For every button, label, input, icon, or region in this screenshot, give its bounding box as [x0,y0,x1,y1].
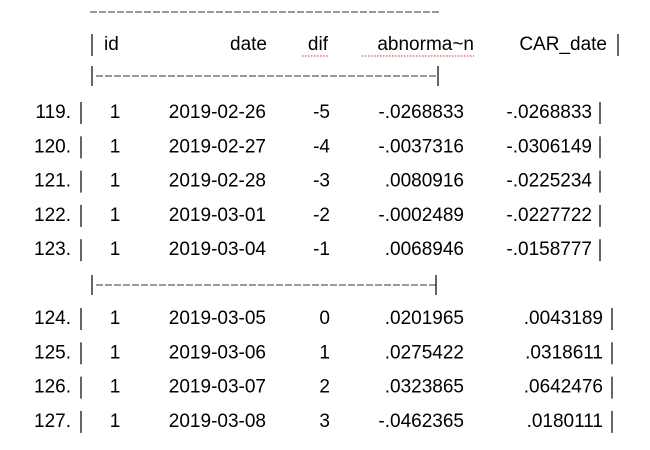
cell: 1 [110,411,121,432]
cell: 2019-03-05 [169,308,266,329]
cell: -4 [313,136,330,157]
row-number: 123. [34,239,71,260]
cell: 1 [110,136,121,157]
cell: -.0462365 [378,411,464,432]
row-number: 120. [34,136,71,157]
cell: 3 [319,411,330,432]
cell: 2019-02-27 [169,136,266,157]
cell: 2019-02-26 [169,102,266,123]
cell: 1 [110,377,121,398]
cell: -.0268833 [506,102,592,123]
cell: 0 [319,308,330,329]
cell: .0201965 [385,308,464,329]
row-number: 119. [35,102,71,123]
cell: -.0037316 [378,136,464,157]
column-header: abnorma~n [377,34,474,55]
cell: .0275422 [385,342,464,363]
cell: .0318611 [525,342,603,363]
cell: 1 [110,102,121,123]
cell: -.0002489 [378,205,464,226]
column-header: date [230,34,267,55]
cell: 1 [110,205,121,226]
cell: -.0268833 [378,102,464,123]
row-number: 127. [34,411,71,432]
row-number: 125. [34,342,71,363]
cell: 1 [319,342,330,363]
cell: .0080916 [385,171,464,192]
row-number: 122. [34,205,71,226]
column-header: CAR_date [519,34,607,55]
cell: 2019-03-04 [169,239,267,260]
cell: 1 [110,342,121,363]
cell: .0043189 [524,308,603,329]
cell: 2019-03-08 [169,411,266,432]
cell: -3 [313,171,330,192]
cell: .0323865 [385,377,464,398]
cell: .0068946 [385,239,464,260]
cell: -.0227722 [506,205,592,226]
cell: 1 [110,171,121,192]
cell: 2019-03-07 [169,377,266,398]
cell: -.0225234 [506,171,592,192]
column-header: id [104,34,119,55]
cell: -.0158777 [506,239,592,260]
column-header: dif [308,34,329,55]
cell: -.0306149 [506,136,592,157]
cell: -2 [313,205,330,226]
row-number: 126. [34,377,71,398]
cell: 1 [110,308,121,329]
row-number: 124. [34,308,71,329]
row-number: 121. [34,171,71,192]
cell: 2019-03-06 [169,342,266,363]
cell: -1 [313,239,330,260]
cell: .0642476 [524,377,603,398]
cell: 2019-03-01 [169,205,266,226]
cell: 2019-02-28 [169,171,266,192]
cell: 1 [110,239,121,260]
cell: .0180111 [527,411,603,432]
cell: -5 [313,102,330,123]
cell: 2 [319,377,330,398]
